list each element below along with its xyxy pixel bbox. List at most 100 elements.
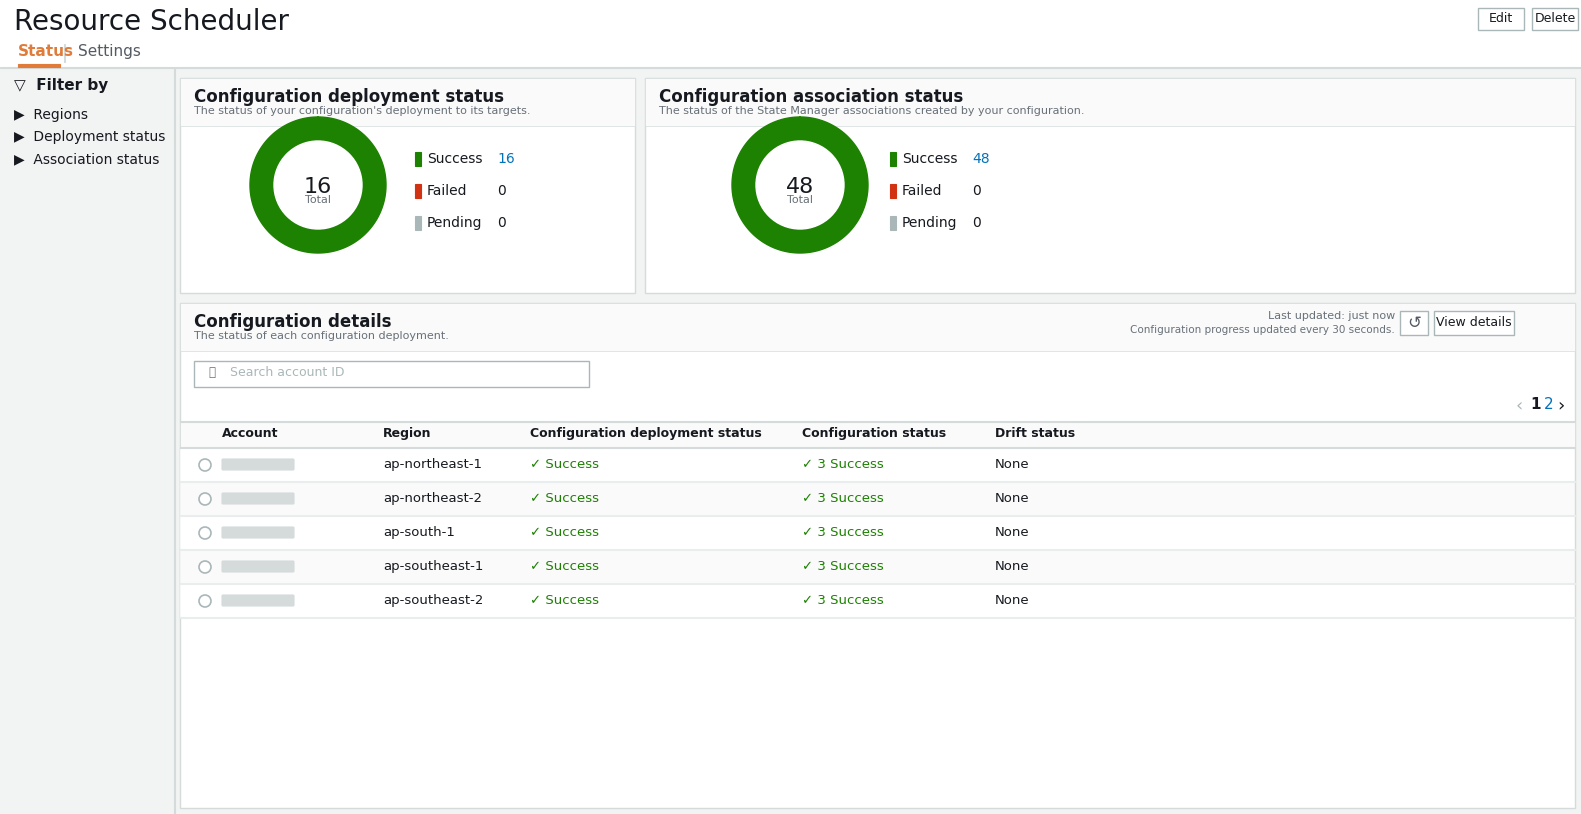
Text: ✓ 3 Success: ✓ 3 Success bbox=[802, 560, 884, 573]
Text: 48: 48 bbox=[786, 177, 814, 197]
Text: 0: 0 bbox=[496, 216, 506, 230]
Text: Edit: Edit bbox=[1489, 12, 1513, 25]
Text: None: None bbox=[994, 526, 1029, 539]
Bar bbox=[180, 617, 1575, 618]
Text: ap-south-1: ap-south-1 bbox=[383, 526, 455, 539]
Text: Configuration deployment status: Configuration deployment status bbox=[194, 88, 504, 106]
Text: ‹: ‹ bbox=[1516, 397, 1523, 415]
Text: Configuration status: Configuration status bbox=[802, 427, 945, 440]
Text: ▶  Deployment status: ▶ Deployment status bbox=[14, 130, 166, 144]
Bar bbox=[180, 516, 1575, 550]
Text: None: None bbox=[994, 594, 1029, 607]
Bar bbox=[180, 515, 1575, 516]
Text: Pending: Pending bbox=[903, 216, 958, 230]
Text: Configuration details: Configuration details bbox=[194, 313, 392, 331]
Text: None: None bbox=[994, 492, 1029, 505]
Text: Configuration association status: Configuration association status bbox=[659, 88, 963, 106]
Text: 1: 1 bbox=[1530, 397, 1540, 412]
Bar bbox=[890, 216, 896, 230]
Text: 16: 16 bbox=[496, 152, 515, 166]
Text: Configuration progress updated every 30 seconds.: Configuration progress updated every 30 … bbox=[1130, 325, 1394, 335]
Bar bbox=[180, 303, 1575, 351]
Text: Last updated: just now: Last updated: just now bbox=[1268, 311, 1394, 321]
Text: None: None bbox=[994, 560, 1029, 573]
FancyBboxPatch shape bbox=[221, 459, 294, 470]
Bar bbox=[180, 421, 1575, 447]
Bar bbox=[414, 152, 421, 166]
Text: Failed: Failed bbox=[427, 184, 468, 198]
Bar bbox=[645, 78, 1575, 293]
Bar bbox=[414, 184, 421, 198]
Text: Delete: Delete bbox=[1535, 12, 1576, 25]
Text: ✓ Success: ✓ Success bbox=[530, 594, 599, 607]
Text: 48: 48 bbox=[972, 152, 990, 166]
Bar bbox=[0, 38, 1581, 68]
Text: ✓ Success: ✓ Success bbox=[530, 458, 599, 471]
Bar bbox=[180, 447, 1575, 448]
Bar bbox=[180, 482, 1575, 516]
Text: Settings: Settings bbox=[77, 44, 141, 59]
Bar bbox=[180, 481, 1575, 482]
Text: 0: 0 bbox=[972, 216, 980, 230]
Text: ap-northeast-1: ap-northeast-1 bbox=[383, 458, 482, 471]
Text: Account: Account bbox=[221, 427, 278, 440]
FancyBboxPatch shape bbox=[221, 561, 294, 572]
Bar bbox=[1401, 311, 1428, 335]
FancyBboxPatch shape bbox=[221, 493, 294, 504]
Circle shape bbox=[199, 459, 210, 471]
Bar bbox=[1532, 8, 1578, 30]
Bar bbox=[1434, 311, 1515, 335]
Bar bbox=[180, 584, 1575, 618]
Bar bbox=[180, 78, 636, 126]
Text: ✓ Success: ✓ Success bbox=[530, 560, 599, 573]
Circle shape bbox=[199, 527, 210, 539]
Bar bbox=[414, 216, 421, 230]
Text: ✓ 3 Success: ✓ 3 Success bbox=[802, 492, 884, 505]
Bar bbox=[890, 184, 896, 198]
Bar bbox=[890, 152, 896, 166]
Text: ap-southeast-2: ap-southeast-2 bbox=[383, 594, 484, 607]
Circle shape bbox=[756, 141, 844, 229]
Circle shape bbox=[274, 141, 362, 229]
Text: ›: › bbox=[1557, 397, 1564, 415]
Text: Drift status: Drift status bbox=[994, 427, 1075, 440]
Bar bbox=[180, 303, 1575, 808]
Text: ✓ 3 Success: ✓ 3 Success bbox=[802, 526, 884, 539]
Bar bbox=[180, 448, 1575, 482]
Bar bbox=[1478, 8, 1524, 30]
Bar bbox=[180, 549, 1575, 550]
Text: The status of your configuration's deployment to its targets.: The status of your configuration's deplo… bbox=[194, 106, 531, 116]
Bar bbox=[645, 78, 1575, 126]
Text: The status of the State Manager associations created by your configuration.: The status of the State Manager associat… bbox=[659, 106, 1085, 116]
Circle shape bbox=[199, 595, 210, 607]
Text: ▶  Association status: ▶ Association status bbox=[14, 152, 160, 166]
Text: ap-northeast-2: ap-northeast-2 bbox=[383, 492, 482, 505]
Text: Total: Total bbox=[305, 195, 330, 205]
Text: ▽  Filter by: ▽ Filter by bbox=[14, 78, 108, 93]
Circle shape bbox=[199, 493, 210, 505]
Text: ▶  Regions: ▶ Regions bbox=[14, 108, 89, 122]
Text: View details: View details bbox=[1436, 317, 1511, 330]
Text: 🔍: 🔍 bbox=[209, 366, 215, 379]
Text: Configuration deployment status: Configuration deployment status bbox=[530, 427, 762, 440]
Circle shape bbox=[199, 561, 210, 573]
Text: None: None bbox=[994, 458, 1029, 471]
Text: 0: 0 bbox=[496, 184, 506, 198]
Text: Pending: Pending bbox=[427, 216, 482, 230]
Text: 0: 0 bbox=[972, 184, 980, 198]
Text: Success: Success bbox=[427, 152, 482, 166]
Polygon shape bbox=[732, 117, 868, 253]
Bar bbox=[0, 67, 1581, 68]
Bar bbox=[0, 68, 175, 814]
Bar bbox=[194, 361, 590, 387]
Text: ✓ 3 Success: ✓ 3 Success bbox=[802, 594, 884, 607]
Text: The status of each configuration deployment.: The status of each configuration deploym… bbox=[194, 331, 449, 341]
Text: Resource Scheduler: Resource Scheduler bbox=[14, 8, 289, 36]
FancyBboxPatch shape bbox=[221, 527, 294, 538]
Text: 16: 16 bbox=[304, 177, 332, 197]
Bar bbox=[180, 421, 1575, 422]
Text: ✓ Success: ✓ Success bbox=[530, 492, 599, 505]
Text: ✓ Success: ✓ Success bbox=[530, 526, 599, 539]
Bar bbox=[180, 78, 636, 293]
Text: Region: Region bbox=[383, 427, 432, 440]
